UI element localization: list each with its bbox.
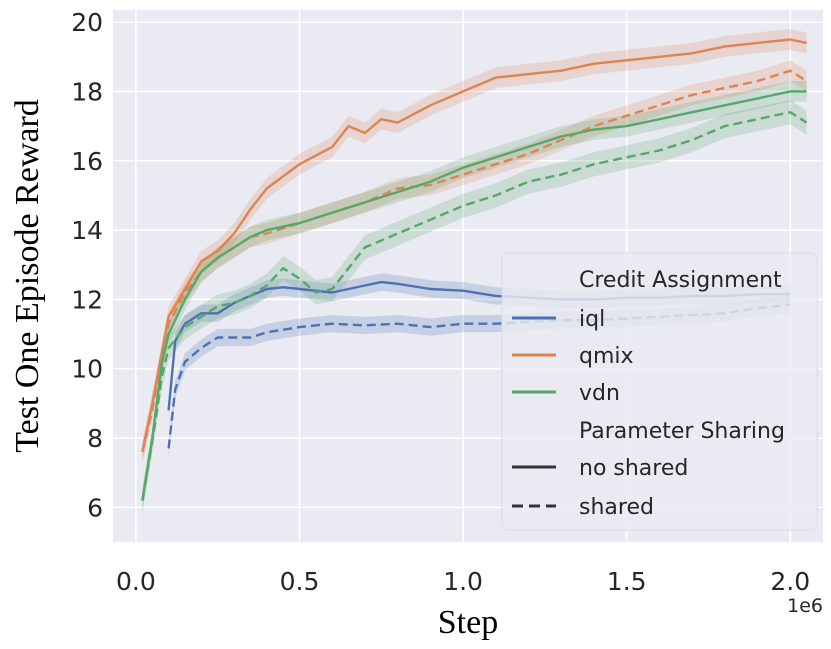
y-tick-label: 12 — [71, 285, 103, 314]
y-tick-label: 8 — [87, 424, 103, 453]
y-tick-label: 6 — [87, 493, 103, 522]
x-tick-label: 0.5 — [280, 567, 320, 596]
y-tick-label: 16 — [71, 147, 103, 176]
line-vdn-no-shared — [141, 90, 807, 501]
legend-label-iql: iql — [579, 307, 605, 332]
x-tick-label: 0.0 — [116, 567, 156, 596]
legend-label-shared: shared — [579, 495, 654, 520]
legend-label-vdn: vdn — [579, 381, 620, 406]
legend-title-parameter-sharing: Parameter Sharing — [579, 419, 785, 444]
line-qmix-shared — [141, 69, 808, 453]
x-tick-label: 1.5 — [607, 567, 647, 596]
y-tick-label: 18 — [71, 77, 103, 106]
y-tick-label: 10 — [71, 355, 103, 384]
legend-title-credit-assignment: Credit Assignment — [579, 268, 782, 293]
y-tick-label: 20 — [71, 8, 103, 37]
x-tick-label: 1.0 — [443, 567, 483, 596]
line-qmix-no-shared — [141, 38, 807, 453]
x-axis-offset-label: 1e6 — [787, 595, 823, 617]
y-axis-title: Test One Episode Reward — [9, 99, 46, 453]
legend-label-no-shared: no shared — [579, 456, 688, 481]
x-tick-label: 2.0 — [770, 567, 810, 596]
y-tick-label: 14 — [71, 216, 103, 245]
band-vdn-no-shared — [142, 81, 807, 511]
legend-label-qmix: qmix — [579, 344, 634, 369]
grid — [113, 10, 823, 542]
line-vdn-shared — [141, 110, 808, 501]
tick-labels: 0.0 0.5 1.0 1.5 2.0 6 8 10 12 14 16 18 20 — [71, 8, 810, 596]
legend: Credit Assignment iql qmix vdn Parameter… — [501, 252, 818, 531]
legend-box — [501, 252, 818, 531]
x-axis-title: Step — [438, 604, 498, 641]
